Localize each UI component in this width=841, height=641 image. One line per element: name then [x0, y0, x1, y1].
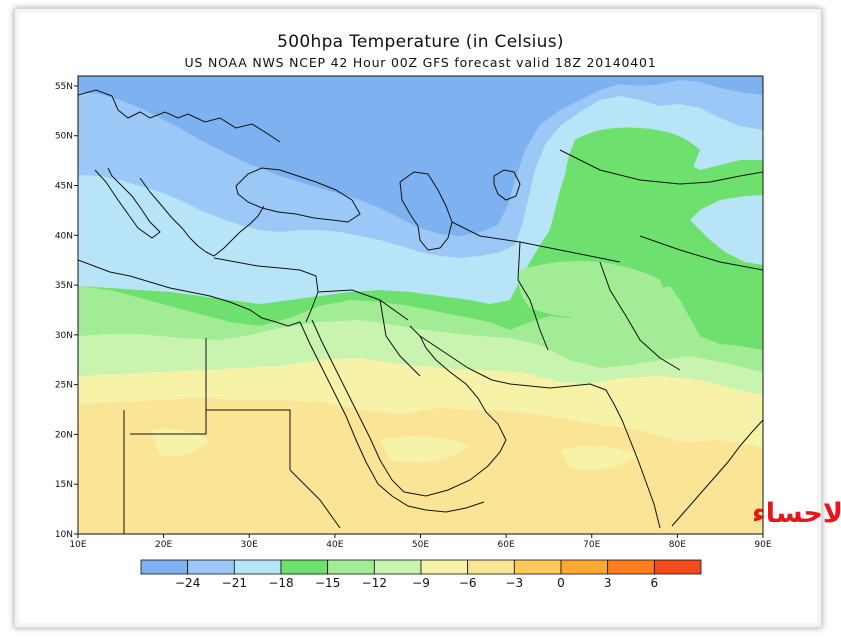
colorbar-swatch [607, 559, 655, 575]
colorbar-label: −3 [505, 576, 523, 590]
coast-persian-gulf [419, 335, 493, 381]
colorbar-swatch [560, 559, 609, 575]
lon-tick-label: 40E [326, 540, 343, 550]
coast-iran-pakistan [491, 379, 607, 391]
lat-tick-label: 40N [55, 231, 73, 241]
lat-tick-label: 55N [55, 82, 73, 92]
lon-tick-label: 30E [241, 540, 258, 550]
border-ca-3 [599, 261, 681, 371]
coast-north-africa [78, 259, 301, 327]
coast-red-sea [299, 321, 379, 485]
band-minus15-minus12-iran [518, 261, 664, 320]
border-africa-4 [289, 469, 341, 529]
lat-ticks: 55N 50N 45N 40N 35N 30N 25N 20N 15N 10N [55, 82, 78, 540]
colorbar: −24 −21 −18 −15 −12 −9 −6 −3 0 3 6 [140, 559, 702, 590]
border-africa-2 [130, 338, 207, 435]
colorbar-label: 0 [557, 576, 565, 590]
lon-ticks: 10E 20E 30E 40E 50E 60E 70E 80E 90E [69, 534, 772, 550]
colorbar-swatch [327, 559, 375, 575]
coast-red-sea-east [311, 319, 405, 493]
band-below-minus24 [78, 76, 763, 236]
coast-turkey-levant [213, 257, 319, 323]
colorbar-label: 3 [604, 576, 612, 590]
colorbar-label: −15 [315, 576, 340, 590]
coast-caspian [399, 171, 453, 251]
coast-black-sea [235, 167, 361, 223]
lat-tick-label: 20N [55, 430, 73, 440]
lat-tick-label: 35N [55, 281, 73, 291]
map-subtitle: US NOAA NWS NCEP 42 Hour 00Z GFS forecas… [184, 55, 657, 70]
lon-tick-label: 70E [583, 540, 600, 550]
band-minus9-minus6-patch [150, 428, 640, 470]
coast-india-east [671, 419, 763, 527]
colorbar-label: −6 [459, 576, 477, 590]
colorbar-label: −18 [268, 576, 293, 590]
colorbar-swatch [373, 559, 422, 575]
lat-tick-label: 50N [55, 132, 73, 142]
colorbar-label: −9 [412, 576, 430, 590]
border-ca-4 [559, 149, 763, 185]
colorbar-swatch [420, 559, 469, 575]
coast-italy [94, 167, 161, 239]
watermark-text: براري الاحساء [752, 498, 841, 529]
colorbar-swatch [513, 559, 562, 575]
lat-tick-label: 30N [55, 331, 73, 341]
lat-tick-label: 10N [55, 530, 73, 540]
map-title: 500hpa Temperature (in Celsius) [277, 32, 564, 52]
border-ca-5 [639, 235, 763, 271]
colorbar-swatch [653, 559, 702, 575]
colorbar-label: −21 [222, 576, 247, 590]
coast-arabia [403, 325, 507, 497]
colorbar-label: −24 [175, 576, 200, 590]
colorbar-swatch [187, 559, 235, 575]
lon-tick-label: 90E [754, 540, 771, 550]
colorbar-swatch [280, 559, 329, 575]
lon-tick-label: 80E [669, 540, 686, 550]
lat-tick-label: 15N [55, 480, 73, 490]
border-africa-3 [206, 409, 291, 470]
coast-balkans [139, 177, 265, 257]
border-me-2 [379, 299, 421, 377]
coast-aral [493, 169, 521, 201]
colorbar-label: 6 [651, 576, 659, 590]
coastlines [78, 89, 763, 534]
lat-tick-label: 25N [55, 381, 73, 391]
border-ca-2 [517, 241, 549, 351]
border-ca-1 [451, 221, 621, 263]
colorbar-swatch [140, 559, 189, 575]
lon-tick-label: 10E [69, 540, 86, 550]
lon-tick-label: 60E [498, 540, 515, 550]
colorbar-label: −12 [362, 576, 387, 590]
band-minus18-minus15-centralasia [544, 127, 700, 270]
lon-tick-label: 50E [412, 540, 429, 550]
coast-europe [78, 89, 281, 143]
border-me-1 [317, 289, 409, 321]
colorbar-swatch [467, 559, 515, 575]
lat-tick-label: 45N [55, 182, 73, 192]
coast-india [605, 389, 661, 529]
temperature-bands [78, 76, 763, 534]
lon-tick-label: 20E [155, 540, 172, 550]
coast-horn-africa [377, 483, 485, 513]
colorbar-swatch [233, 559, 282, 575]
